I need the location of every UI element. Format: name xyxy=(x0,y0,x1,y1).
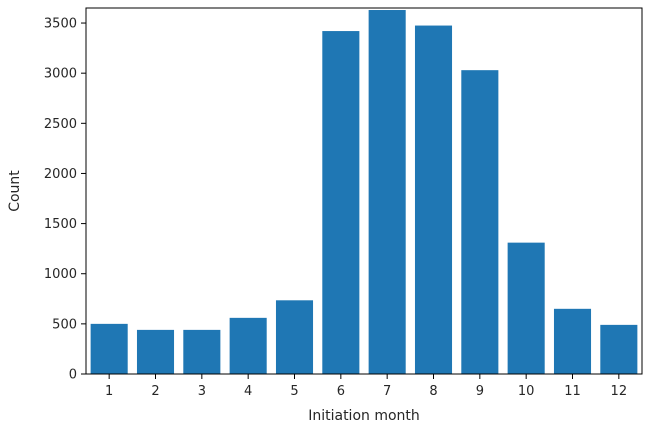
bar-month-3 xyxy=(183,329,221,374)
bar-month-2 xyxy=(136,329,175,374)
x-axis-label: Initiation month xyxy=(308,408,420,424)
bar-month-7 xyxy=(368,10,406,374)
x-tick-label: 1 xyxy=(105,384,113,399)
y-tick-label: 500 xyxy=(52,317,77,332)
y-axis-ticks: 0 500 1000 1500 2000 2500 3000 3500 xyxy=(44,17,86,383)
x-tick-label: 10 xyxy=(518,384,535,399)
x-tick-label: 6 xyxy=(337,384,345,399)
bar-month-1 xyxy=(90,323,128,374)
x-axis-ticks: 1 2 3 4 5 6 7 8 9 10 11 12 xyxy=(105,374,627,399)
bar-month-4 xyxy=(229,317,267,374)
y-tick-label: 3500 xyxy=(44,17,77,32)
y-tick-label: 2500 xyxy=(44,117,77,132)
bar-month-6 xyxy=(322,31,360,375)
y-tick-label: 1500 xyxy=(44,217,77,232)
x-tick-label: 5 xyxy=(290,384,298,399)
y-tick-label: 1000 xyxy=(44,267,77,282)
x-tick-label: 7 xyxy=(383,384,391,399)
bar-month-9 xyxy=(461,70,499,375)
x-tick-label: 3 xyxy=(198,384,206,399)
bar-month-11 xyxy=(553,308,592,374)
y-tick-label: 0 xyxy=(69,368,77,383)
x-tick-label: 2 xyxy=(151,384,159,399)
x-tick-label: 8 xyxy=(429,384,437,399)
bar-month-10 xyxy=(507,242,545,374)
x-tick-label: 9 xyxy=(476,384,484,399)
bar-month-12 xyxy=(600,324,638,374)
y-tick-label: 2000 xyxy=(44,167,77,182)
x-tick-label: 12 xyxy=(611,384,628,399)
x-tick-label: 11 xyxy=(564,384,581,399)
bar-month-5 xyxy=(275,300,314,374)
y-axis-label: Count xyxy=(7,170,23,212)
bar-month-8 xyxy=(414,25,453,375)
bars-group xyxy=(90,10,638,375)
y-tick-label: 3000 xyxy=(44,67,77,82)
plot-frame xyxy=(85,7,643,375)
x-tick-label: 4 xyxy=(244,384,252,399)
